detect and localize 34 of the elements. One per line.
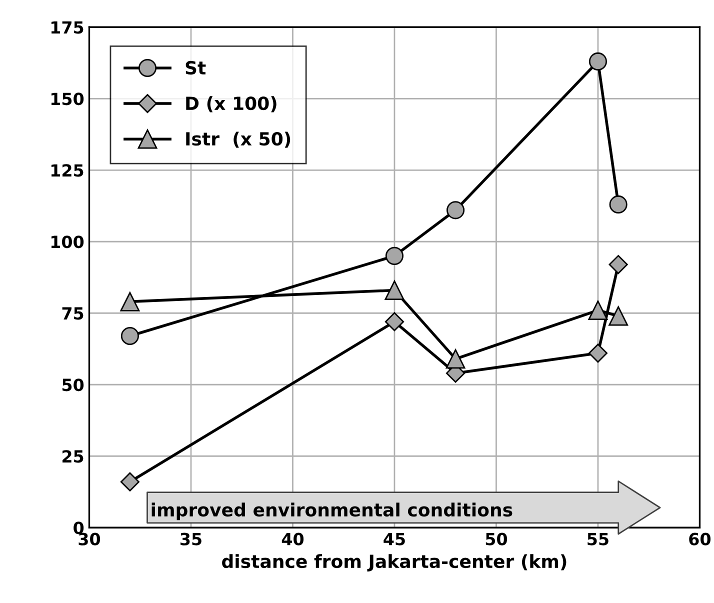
point — [446, 349, 466, 369]
annotation: improved environmental conditions — [152, 502, 512, 520]
point — [588, 344, 608, 363]
x-tick-label: 55 — [588, 533, 608, 546]
point — [446, 201, 465, 220]
point — [385, 246, 404, 265]
x-tick-label: 40 — [282, 532, 304, 546]
y-tick-label: 175 — [51, 21, 84, 34]
x-tick-label: 45 — [384, 533, 405, 546]
x-tick-label: 60 — [689, 532, 711, 546]
x-tick-label: 35 — [180, 532, 202, 546]
point — [588, 300, 608, 320]
y-tick-label: 25 — [62, 450, 84, 463]
legend-label: St — [186, 60, 206, 75]
legend-label: D (x 100) — [186, 96, 276, 112]
point — [120, 292, 140, 312]
x-axis-title: distance from Jakarta-center (km) — [222, 554, 566, 572]
point — [120, 326, 139, 346]
point — [608, 254, 628, 274]
point — [609, 195, 628, 214]
legend-label: Istr (x 50) — [186, 132, 290, 148]
point — [588, 52, 608, 70]
point — [384, 280, 404, 300]
y-tick-label: 0 — [74, 522, 84, 534]
y-tick-label: 50 — [62, 378, 84, 392]
point — [608, 306, 628, 326]
point — [120, 472, 140, 492]
point — [384, 312, 404, 332]
y-tick-label: 75 — [62, 307, 84, 320]
x-tick-label: 30 — [78, 532, 100, 546]
x-tick-label: 50 — [486, 532, 508, 546]
y-tick-label: 150 — [51, 92, 84, 106]
y-tick-label: 100 — [51, 236, 84, 248]
y-tick-label: 125 — [51, 164, 84, 177]
